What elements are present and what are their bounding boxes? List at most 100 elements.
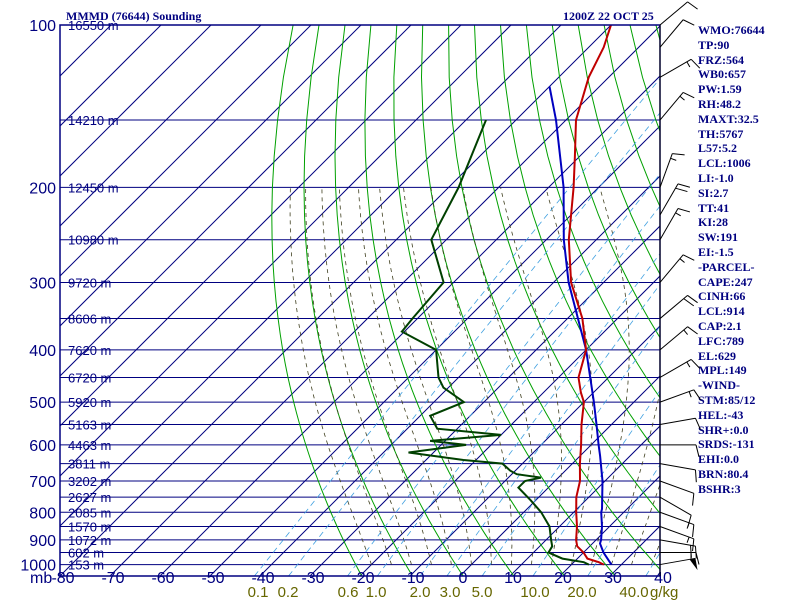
wind-barb	[659, 295, 698, 319]
temperature-profile	[567, 25, 612, 566]
wind-barb-half-feather	[686, 61, 691, 68]
moist-adiabat	[430, 187, 513, 565]
wind-barb-feather	[682, 254, 695, 261]
height-label: 4463 m	[68, 438, 111, 453]
temperature-tick-label: 30	[604, 570, 622, 587]
dry-adiabat	[734, 25, 800, 576]
wind-barb-feather	[683, 298, 695, 307]
chart-title: MMMD (76644) Sounding	[66, 9, 202, 23]
mixing-ratio-line	[587, 464, 660, 576]
pressure-tick-label: 800	[29, 505, 56, 522]
isotherm	[60, 25, 462, 427]
index-item: MAXT:32.5	[698, 111, 759, 126]
pressure-tick-label: 400	[29, 343, 56, 360]
index-item: HEL:-43	[698, 407, 744, 422]
temperature-tick-label: -50	[201, 570, 224, 587]
wind-barb-staff	[659, 92, 684, 121]
height-label: 12450 m	[68, 180, 119, 195]
wind-barb-staff	[659, 526, 694, 540]
temperature-tick-label: -60	[151, 570, 174, 587]
index-item: WMO:76644	[698, 23, 765, 37]
dry-adiabat	[629, 25, 660, 133]
wind-barb-feather	[687, 295, 698, 304]
parcel-profile	[548, 86, 613, 566]
wind-barb	[659, 496, 692, 528]
wind-barb-staff	[659, 496, 692, 516]
height-label: 16550 m	[68, 18, 119, 33]
wind-barb-staff	[659, 557, 696, 566]
index-item: KI:28	[698, 215, 728, 230]
index-item: PW:1.59	[698, 82, 742, 97]
height-label: 3811 m	[68, 457, 110, 472]
index-item: LCL:914	[698, 304, 745, 319]
wind-barb-feather	[692, 524, 695, 537]
wind-barb	[659, 1, 698, 26]
mixing-ratio-line	[347, 173, 660, 576]
moist-adiabat	[671, 187, 800, 564]
index-item: SHR+:0.0	[698, 422, 749, 437]
height-label: 1570 m	[68, 519, 111, 534]
height-label: 10980 m	[68, 233, 119, 248]
index-item: WB0:657	[698, 67, 746, 82]
height-label: 5163 m	[68, 417, 111, 432]
mixing-ratio-label: 2.0	[410, 584, 431, 600]
isotherm	[659, 575, 660, 576]
mixing-ratio-label: 0.1	[248, 584, 269, 600]
moist-adiabat	[462, 187, 536, 565]
temperature-tick-label: -40	[251, 570, 274, 587]
mixing-ratio-label: 40.0	[619, 584, 648, 600]
isotherm	[60, 25, 362, 327]
wind-barb-staff	[659, 1, 688, 26]
height-label: 5920 m	[68, 395, 111, 410]
wind-barb-feather	[694, 418, 701, 430]
isotherm	[109, 25, 660, 576]
wind-barb	[659, 480, 695, 506]
moist-adiabat	[651, 541, 660, 565]
mixing-ratio-line	[376, 205, 660, 576]
mixing-ratio-line	[254, 77, 660, 576]
dry-adiabat	[448, 25, 660, 571]
wind-barb	[659, 463, 697, 483]
mixing-ratio-label: 5.0	[472, 584, 493, 600]
dry-adiabat	[682, 25, 800, 576]
wind-barb-staff	[659, 539, 696, 547]
temperature-tick-label: 10	[504, 570, 522, 587]
index-item: TH:5767	[698, 126, 744, 141]
wind-barb-feather	[694, 546, 697, 559]
height-label: 1072 m	[68, 533, 111, 548]
wind-barb	[659, 389, 702, 403]
index-item: -PARCEL-	[698, 259, 755, 274]
dry-adiabat	[474, 25, 660, 515]
index-item: STM:85/12	[698, 392, 756, 407]
isotherm	[60, 25, 212, 177]
wind-barb-staff	[659, 295, 688, 319]
mixing-ratio-label: 0.2	[278, 584, 299, 600]
index-item: TP:90	[698, 37, 730, 52]
height-label: 9720 m	[68, 275, 111, 290]
moist-adiabat	[321, 187, 412, 565]
isotherm	[60, 25, 262, 227]
isotherm	[60, 25, 162, 127]
index-item: EHI:0.0	[698, 452, 740, 467]
temperature-tick-label: -20	[351, 570, 374, 587]
mixing-ratio-line	[645, 552, 660, 576]
moist-adiabat	[545, 187, 593, 565]
mixing-ratio-line	[419, 253, 660, 576]
wind-barb-feather	[677, 208, 691, 213]
dry-adiabat	[393, 25, 565, 576]
index-item: LFC:789	[698, 333, 744, 348]
moist-adiabat	[500, 187, 562, 565]
mixing-ratio-label: 3.0	[440, 584, 461, 600]
pressure-tick-label: 300	[29, 275, 56, 292]
wind-barb	[659, 58, 701, 78]
height-label: 3202 m	[68, 474, 111, 489]
wind-barb	[659, 359, 701, 378]
wind-barb	[659, 91, 695, 121]
index-item: BRN:80.4	[698, 466, 749, 481]
pressure-tick-label: 700	[29, 474, 56, 491]
dry-adiabat	[500, 25, 660, 457]
wind-barb-staff	[659, 463, 696, 471]
isotherm	[259, 175, 660, 576]
moist-adiabat	[305, 187, 392, 565]
